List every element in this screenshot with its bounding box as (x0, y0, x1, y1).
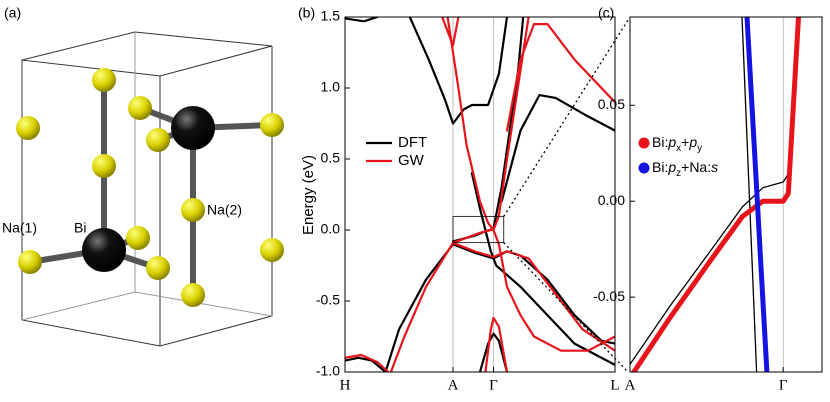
y-tick-label: -0.5 (316, 292, 340, 308)
band-line (345, 17, 379, 23)
zoom-box (452, 215, 505, 244)
band-line (345, 353, 390, 372)
y-tick-label: 0.5 (321, 150, 341, 166)
plot-frame (344, 16, 616, 373)
legend-label: DFT (398, 134, 427, 151)
plot-frame (629, 16, 823, 373)
atom-label: Bi (74, 220, 86, 236)
legend-label-part: p (688, 134, 697, 150)
legend-label: Bi:px+py (652, 134, 702, 154)
legend-label-part: z (676, 168, 681, 179)
y-tick-label: 0.00 (598, 192, 625, 208)
x-tick-label: Γ (489, 377, 498, 393)
band-line (408, 17, 509, 125)
y-tick-label: -0.05 (593, 288, 625, 304)
band-line (389, 241, 455, 372)
legend-label-part: x (676, 143, 681, 154)
bands (345, 17, 615, 372)
x-tick-label: A (448, 377, 459, 393)
atoms (16, 68, 284, 307)
bands (630, 17, 801, 372)
legend-swatch (638, 137, 650, 149)
legend-label-part: Bi: (652, 134, 668, 150)
crystal-structure (21, 31, 273, 347)
atom-label: Na(2) (207, 202, 242, 218)
band-line (505, 23, 615, 132)
band-line (744, 17, 770, 372)
x-tick-label: A (625, 377, 636, 393)
atom-label: Na(1) (2, 220, 37, 236)
y-tick-label: 0.05 (598, 96, 625, 112)
band-line (630, 17, 801, 365)
band-line (470, 172, 615, 366)
panel-label: (c) (598, 5, 614, 21)
band-line (478, 332, 509, 372)
band-line (630, 17, 801, 372)
band-line (345, 356, 387, 372)
band-line (500, 94, 615, 203)
legend-label-part: +Na: (681, 159, 711, 175)
zoom-connector (503, 19, 629, 217)
legend-label-part: p (667, 159, 676, 175)
x-tick-label: L (610, 377, 619, 393)
band-line (451, 241, 615, 352)
panel-label: (b) (298, 5, 315, 21)
legend-label: GW (398, 152, 425, 169)
legend-label-part: y (697, 143, 702, 154)
band-line (384, 243, 455, 372)
x-tick-label: H (340, 377, 351, 393)
y-tick-label: -1.0 (316, 363, 340, 379)
panel-label: (a) (4, 5, 21, 21)
band-line (484, 316, 509, 372)
y-axis-label: Energy (eV) (300, 155, 317, 235)
legend-label-part: s (711, 159, 718, 175)
x-tick-label: Γ (779, 377, 788, 393)
band-line (451, 243, 615, 345)
y-tick-label: 0.0 (321, 221, 341, 237)
legend-label-part: p (667, 134, 676, 150)
y-tick-label: 1.0 (321, 79, 341, 95)
band-line (451, 17, 530, 244)
y-tick-label: 1.5 (321, 8, 341, 24)
band-line (741, 17, 758, 372)
legend-label-part: + (681, 134, 689, 150)
legend-label-part: Bi: (652, 159, 668, 175)
legend-swatch (638, 162, 650, 174)
legend-label: Bi:pz+Na:s (652, 159, 718, 179)
band-line (446, 17, 615, 352)
